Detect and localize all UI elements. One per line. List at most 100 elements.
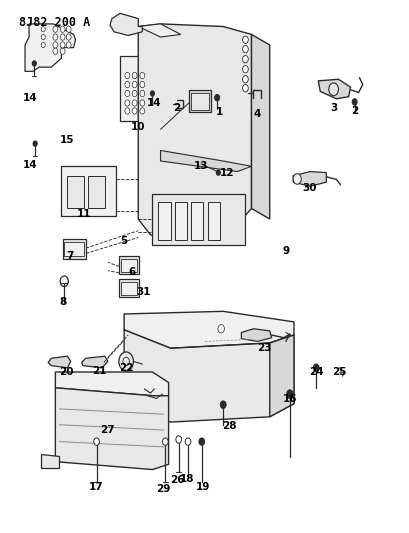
Text: 2: 2 — [173, 103, 180, 114]
Bar — [190, 93, 209, 110]
Circle shape — [66, 42, 71, 48]
Bar — [119, 279, 138, 297]
Circle shape — [139, 90, 144, 96]
Text: 5: 5 — [120, 236, 128, 246]
Circle shape — [32, 61, 36, 66]
Circle shape — [33, 141, 37, 146]
Circle shape — [119, 352, 133, 371]
Circle shape — [60, 34, 65, 40]
Circle shape — [125, 90, 130, 96]
Bar — [88, 176, 104, 208]
Bar — [119, 256, 138, 274]
Text: 19: 19 — [196, 482, 210, 492]
Circle shape — [125, 108, 130, 114]
Circle shape — [216, 170, 220, 175]
Polygon shape — [25, 24, 75, 71]
Circle shape — [139, 108, 144, 114]
Circle shape — [60, 42, 65, 48]
Circle shape — [162, 438, 168, 445]
Circle shape — [242, 55, 248, 63]
Polygon shape — [110, 13, 142, 36]
Circle shape — [132, 72, 137, 79]
Circle shape — [292, 174, 301, 184]
Bar — [67, 176, 83, 208]
Circle shape — [60, 48, 65, 54]
Circle shape — [328, 83, 338, 95]
Text: 14: 14 — [147, 98, 162, 108]
Circle shape — [242, 66, 248, 73]
Text: 3: 3 — [330, 103, 337, 114]
Circle shape — [185, 438, 190, 445]
Circle shape — [132, 82, 137, 88]
Circle shape — [312, 364, 318, 372]
Text: 27: 27 — [99, 425, 114, 435]
Circle shape — [125, 82, 130, 88]
Circle shape — [53, 34, 58, 40]
Text: 17: 17 — [88, 482, 103, 492]
Circle shape — [150, 91, 154, 96]
Bar — [207, 201, 219, 240]
Text: 6: 6 — [128, 267, 135, 277]
Polygon shape — [41, 454, 59, 468]
Polygon shape — [317, 79, 350, 99]
Bar — [61, 166, 116, 216]
Text: 14: 14 — [23, 93, 38, 103]
Text: 23: 23 — [257, 343, 272, 353]
Text: 29: 29 — [156, 483, 171, 494]
Text: 7: 7 — [66, 251, 73, 261]
Circle shape — [242, 85, 248, 92]
Circle shape — [242, 76, 248, 83]
Circle shape — [198, 438, 204, 445]
Circle shape — [132, 100, 137, 106]
Polygon shape — [124, 311, 293, 348]
Text: 10: 10 — [131, 122, 145, 132]
Text: 15: 15 — [60, 135, 74, 145]
Circle shape — [139, 100, 144, 106]
Circle shape — [125, 100, 130, 106]
Bar — [191, 201, 203, 240]
Text: 16: 16 — [282, 394, 297, 405]
Text: 24: 24 — [308, 367, 323, 377]
Bar — [158, 201, 170, 240]
Circle shape — [132, 90, 137, 96]
Circle shape — [125, 72, 130, 79]
Polygon shape — [138, 24, 251, 238]
Bar — [63, 239, 86, 259]
Text: 30: 30 — [301, 183, 316, 193]
Text: 8: 8 — [59, 297, 66, 308]
Circle shape — [139, 72, 144, 79]
Circle shape — [175, 436, 181, 443]
Polygon shape — [292, 172, 326, 187]
Bar — [189, 90, 211, 112]
Text: 4: 4 — [253, 109, 261, 118]
Circle shape — [66, 26, 71, 33]
Text: 21: 21 — [92, 366, 107, 376]
Circle shape — [66, 34, 71, 40]
Circle shape — [214, 94, 219, 101]
Text: 11: 11 — [76, 209, 91, 219]
Circle shape — [41, 27, 45, 32]
Bar — [121, 259, 137, 272]
Circle shape — [41, 35, 45, 39]
Circle shape — [132, 108, 137, 114]
Circle shape — [242, 45, 248, 53]
Polygon shape — [269, 335, 293, 417]
Polygon shape — [124, 330, 293, 422]
Circle shape — [53, 26, 58, 33]
Circle shape — [53, 48, 58, 54]
Text: 26: 26 — [170, 474, 184, 484]
Circle shape — [242, 36, 248, 43]
Bar — [121, 282, 137, 295]
Circle shape — [351, 99, 356, 105]
Polygon shape — [251, 35, 269, 219]
Circle shape — [53, 42, 58, 48]
Polygon shape — [55, 388, 168, 470]
Circle shape — [60, 26, 65, 33]
Text: 28: 28 — [222, 421, 236, 431]
Bar — [64, 241, 84, 256]
Circle shape — [41, 42, 45, 47]
Circle shape — [139, 82, 144, 88]
Polygon shape — [241, 329, 271, 342]
Text: 2: 2 — [350, 106, 357, 116]
Text: 20: 20 — [59, 367, 74, 377]
